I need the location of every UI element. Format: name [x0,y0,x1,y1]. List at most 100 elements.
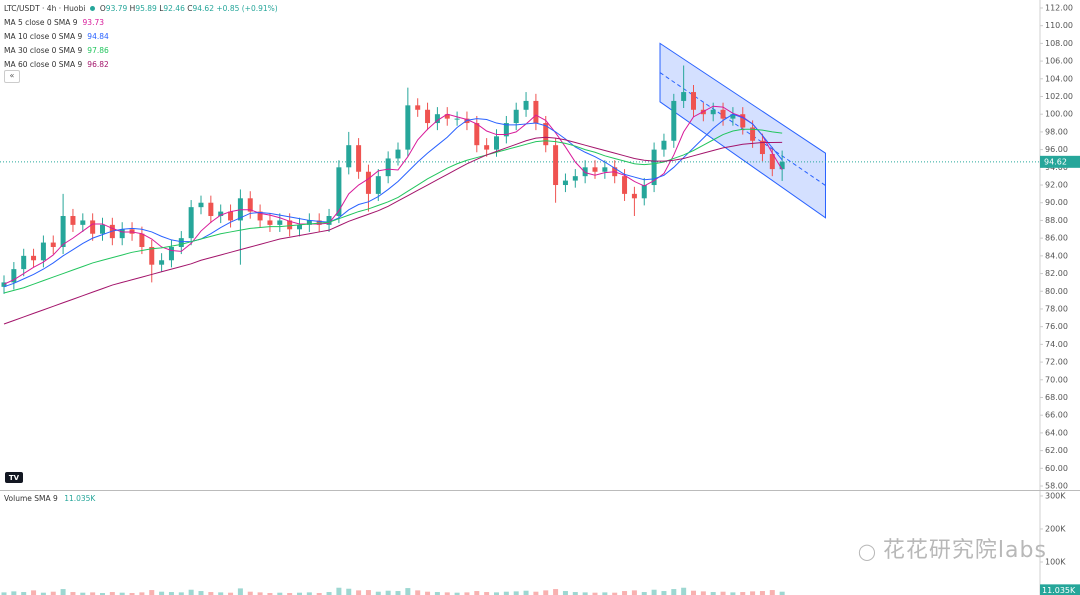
volume-bar [316,593,322,595]
volume-bar [356,590,362,595]
candle-body [562,180,568,186]
y-tick-label: 62.00 [1045,446,1068,455]
candle-body [50,242,56,247]
volume-bar [464,592,470,595]
volume-bar [80,592,86,595]
volume-badge [1040,584,1080,595]
candle-body [651,149,657,186]
candle-body [730,114,736,119]
ma-line [3,105,783,285]
candle-body [247,198,253,212]
candle-body [631,193,637,199]
candle-body [503,123,509,137]
volume-bar [434,592,440,595]
volume-tick-label: 300K [1045,491,1066,500]
candle-body [375,176,381,194]
volume-bar [336,587,342,595]
candle-body [60,216,66,247]
volume-bar [543,590,549,595]
candle-body [228,211,234,221]
volume-bar [50,591,56,595]
candle-body [267,220,273,225]
y-tick-label: 66.00 [1045,411,1068,420]
volume-bar [306,592,312,595]
volume-bar [533,591,539,595]
volume-bar [750,591,756,595]
candle-body [336,167,342,217]
candle-body [346,145,352,168]
volume-bar [277,592,283,595]
candle-body [513,109,519,124]
volume-bar [119,592,125,595]
ohlc-label: C [187,4,193,13]
candle-body [385,158,391,177]
tv-logo: TV [5,472,23,483]
volume-bar [198,591,204,595]
volume-bar [90,592,96,595]
y-tick-label: 112.00 [1045,3,1073,12]
volume-bar [159,591,165,595]
candle-body [365,171,371,194]
candle-body [178,238,184,247]
candle-body [21,255,27,270]
y-tick-label: 108.00 [1045,39,1073,48]
y-tick-label: 72.00 [1045,358,1068,367]
candle-body [484,145,490,150]
candle-body [769,154,775,170]
y-tick-label: 102.00 [1045,92,1073,101]
ohlc-value: 92.46 [163,4,185,13]
volume-tick-label: 200K [1045,524,1066,533]
volume-tick-label: 100K [1045,557,1066,566]
volume-bar [405,588,411,595]
y-tick-label: 58.00 [1045,482,1068,491]
volume-bar [287,593,293,595]
candle-body [297,224,302,230]
candle-body [257,211,263,221]
volume-bar [188,589,194,595]
ma-legend-row: MA 60 close 0 SMA 9 96.82 [4,58,278,72]
volume-bar [100,593,105,595]
candle-body [395,149,401,159]
volume-bar [681,587,687,595]
volume-bar [779,591,785,595]
volume-bar [661,591,667,595]
candle-body [582,167,588,177]
volume-bar [474,591,480,595]
status-dot [90,6,96,11]
volume-label: Volume SMA 9 [4,494,58,503]
volume-badge-label: 11.035K [1042,586,1076,595]
candle-body [425,109,431,124]
ohlc-label: H [129,4,136,13]
candle-body [553,145,559,186]
volume-bar [385,590,391,595]
ma-value: 96.82 [87,60,109,69]
candle-body [90,220,96,234]
candle-body [198,202,204,208]
candle-body [494,136,499,150]
y-tick-label: 96.00 [1045,145,1068,154]
candle-body [779,161,785,170]
volume-bar [602,592,608,595]
ohlc-label: L [159,4,164,13]
ohlc-value: 94.62 [192,4,214,13]
volume-bar [444,592,450,595]
volume-legend: Volume SMA 9 11.035K [4,494,95,503]
collapse-button[interactable]: « [4,70,20,83]
candle-body [188,207,194,239]
volume-bar [454,592,460,595]
candle-body [326,216,332,225]
volume-sma-value: 11.035K [64,494,96,503]
candle-body [759,140,765,155]
change: +0.85 (+0.91%) [216,4,278,13]
volume-bar [395,591,401,595]
candle-body [681,92,687,101]
volume-bar [651,589,657,595]
volume-bar [149,590,155,595]
candle-body [80,220,86,225]
volume-bar [631,590,637,595]
candle-body [415,105,421,110]
candle-body [208,202,214,217]
volume-bar [425,591,431,595]
volume-bar [109,592,115,595]
